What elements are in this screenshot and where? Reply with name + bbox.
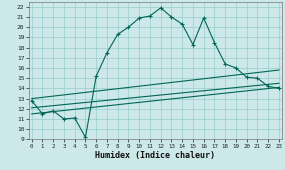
X-axis label: Humidex (Indice chaleur): Humidex (Indice chaleur) xyxy=(95,151,215,160)
